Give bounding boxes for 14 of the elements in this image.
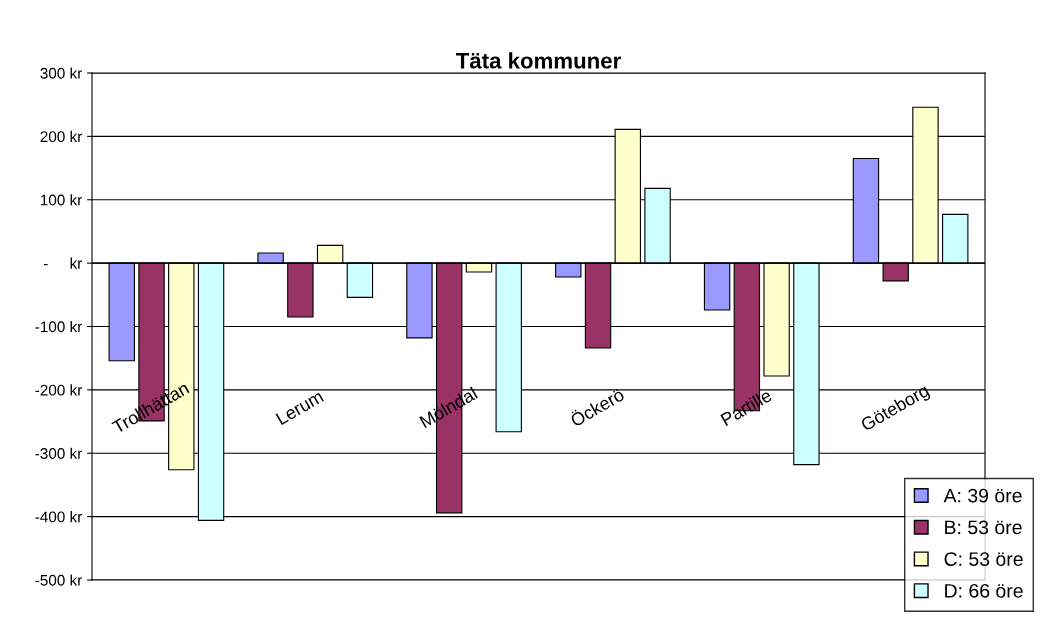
chart-title: Täta kommuner	[456, 52, 621, 69]
legend-label: C: 53 öre	[944, 552, 1023, 566]
y-tick-label: - kr	[43, 257, 83, 269]
y-tick-label: -100 kr	[35, 320, 83, 333]
legend-label: A: 39 öre	[943, 488, 1022, 503]
y-tick-label: 300 kr	[40, 67, 83, 79]
legend-label: B: 53 öre	[945, 520, 1022, 535]
y-tick-label: -500 kr	[35, 574, 83, 586]
y-tick-label: 100 kr	[40, 194, 83, 206]
y-tick-label: -200 kr	[35, 384, 83, 396]
y-tick-label: -400 kr	[35, 511, 83, 523]
y-tick-label: 200 kr	[40, 130, 83, 143]
y-tick-label: -300 kr	[35, 447, 83, 459]
legend-label: D: 66 öre	[945, 583, 1023, 598]
